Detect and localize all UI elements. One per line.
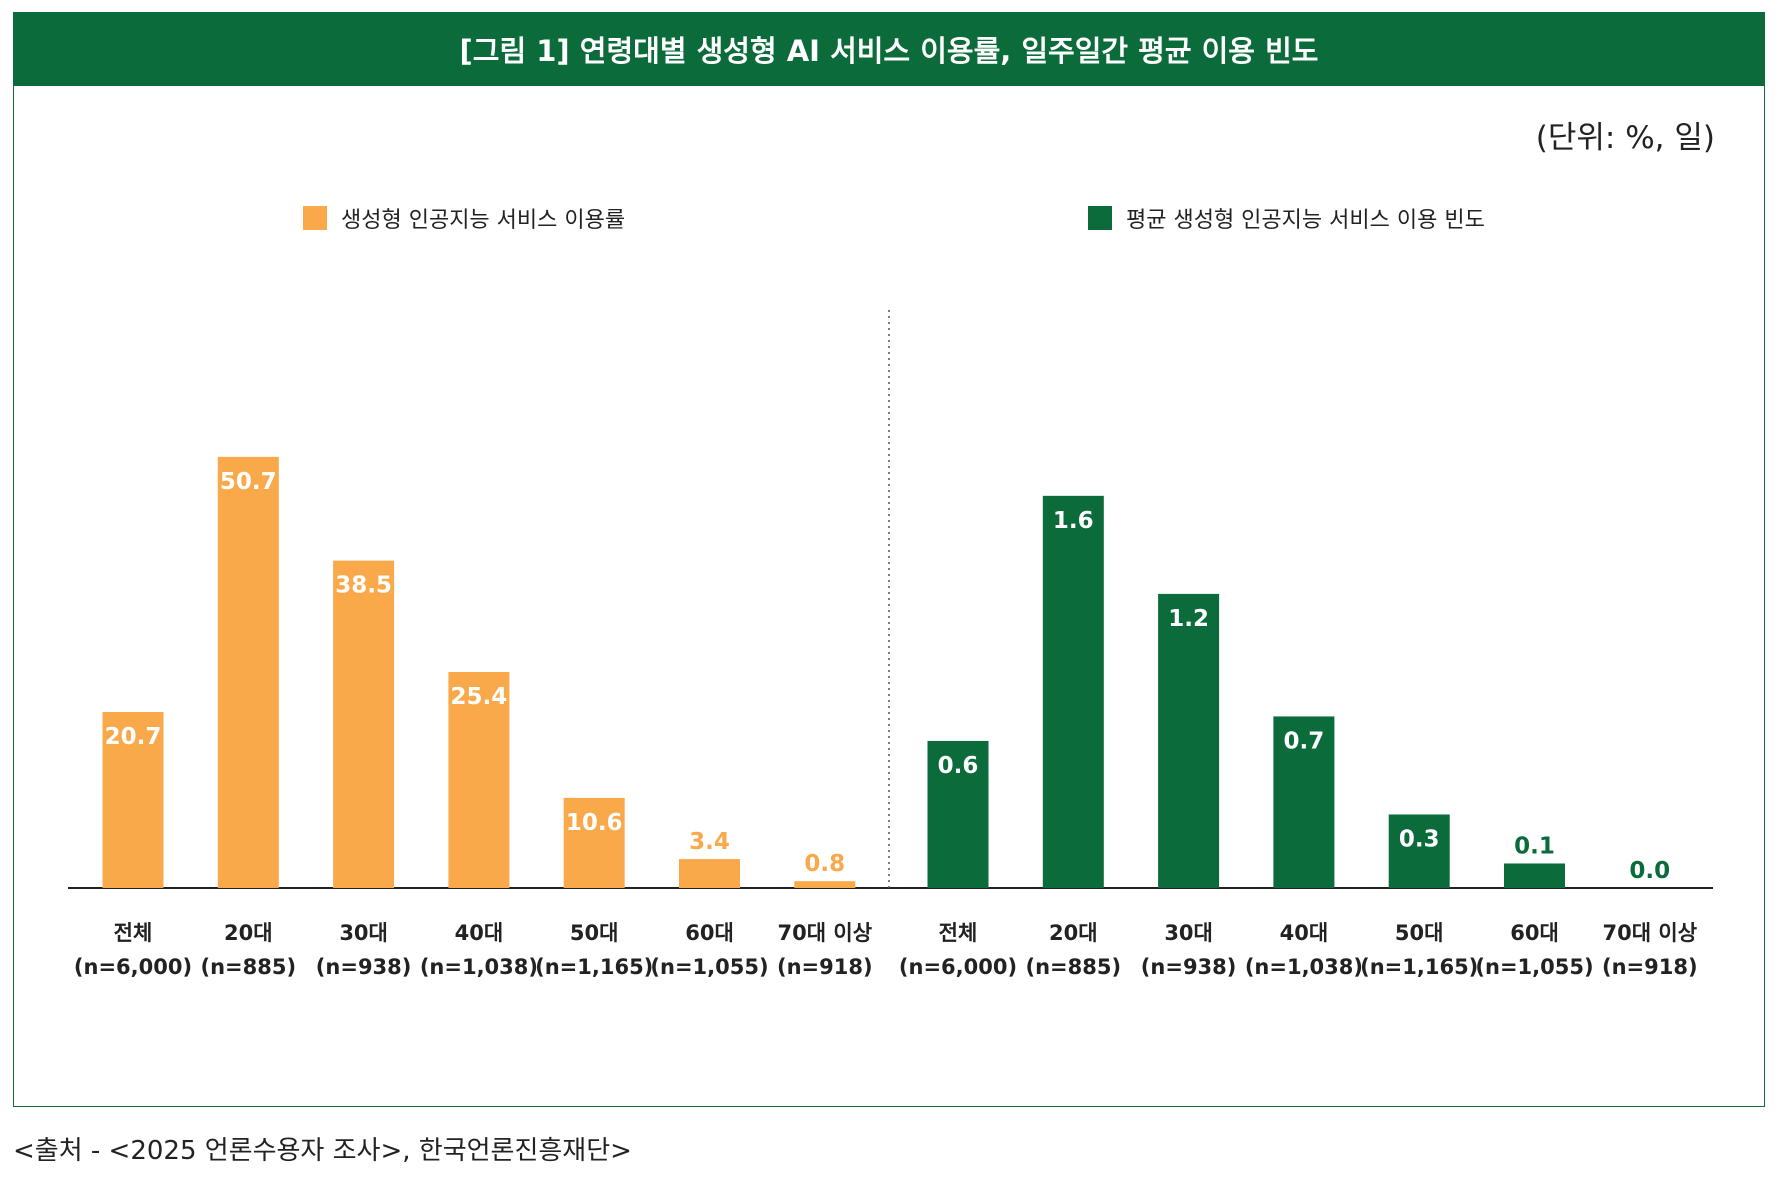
data-label: 1.6 bbox=[1053, 508, 1094, 534]
sample-size-label: (n=1,055) bbox=[650, 955, 768, 979]
sample-size-label: (n=938) bbox=[316, 955, 412, 979]
category-label: 70대 이상 bbox=[778, 921, 873, 945]
data-label: 10.6 bbox=[566, 810, 623, 836]
sample-size-label: (n=918) bbox=[1602, 955, 1698, 979]
bar bbox=[1504, 863, 1565, 888]
category-label: 40대 bbox=[455, 921, 504, 945]
category-label: 60대 bbox=[685, 921, 734, 945]
legend-swatch-orange bbox=[303, 206, 327, 230]
data-label: 20.7 bbox=[105, 724, 162, 750]
sample-size-label: (n=885) bbox=[201, 955, 297, 979]
category-label: 20대 bbox=[1049, 921, 1098, 945]
sample-size-label: (n=6,000) bbox=[74, 955, 192, 979]
legend-label: 평균 생성형 인공지능 서비스 이용 빈도 bbox=[1126, 208, 1485, 233]
legend-item-frequency: 평균 생성형 인공지능 서비스 이용 빈도 bbox=[1088, 202, 1485, 234]
data-label: 0.3 bbox=[1399, 826, 1440, 852]
category-label: 전체 bbox=[939, 921, 978, 945]
bar bbox=[794, 881, 856, 888]
category-label: 40대 bbox=[1280, 921, 1329, 945]
bar bbox=[1388, 814, 1450, 888]
sample-size-label: (n=938) bbox=[1141, 955, 1237, 979]
bar-chart: 20.7 전체 (n=6,000) 50.7 20대 (n=885) 38.5 30대 (n=9… bbox=[68, 310, 1713, 979]
data-label: 1.2 bbox=[1168, 606, 1209, 632]
bar bbox=[217, 456, 279, 888]
category-label: 60대 bbox=[1510, 921, 1559, 945]
data-label: 0.8 bbox=[804, 851, 845, 877]
category-label: 20대 bbox=[224, 921, 273, 945]
category-label: 30대 bbox=[339, 921, 388, 945]
data-label: 0.0 bbox=[1629, 858, 1670, 884]
data-label: 3.4 bbox=[689, 829, 730, 855]
bar bbox=[927, 740, 989, 888]
bar bbox=[1273, 716, 1335, 888]
bar bbox=[1042, 495, 1104, 888]
legend-item-usage-rate: 생성형 인공지능 서비스 이용률 bbox=[303, 202, 625, 234]
legend-label: 생성형 인공지능 서비스 이용률 bbox=[341, 208, 626, 233]
category-label: 30대 bbox=[1164, 921, 1213, 945]
sample-size-label: (n=1,165) bbox=[535, 955, 653, 979]
category-label: 전체 bbox=[114, 921, 153, 945]
bar bbox=[563, 797, 625, 888]
source-note: <출처 - <2025 언론수용자 조사>, 한국언론진흥재단> bbox=[13, 1136, 632, 1166]
sample-size-label: (n=918) bbox=[777, 955, 873, 979]
unit-label: (단위: %, 일) bbox=[1535, 120, 1715, 156]
sample-size-label: (n=1,038) bbox=[420, 955, 538, 979]
data-label: 38.5 bbox=[335, 573, 392, 599]
bar bbox=[448, 672, 510, 888]
data-label: 50.7 bbox=[220, 469, 277, 495]
bar bbox=[102, 711, 164, 888]
sample-size-label: (n=1,055) bbox=[1475, 955, 1593, 979]
sample-size-label: (n=6,000) bbox=[899, 955, 1017, 979]
legend-swatch-green bbox=[1088, 206, 1112, 230]
sample-size-label: (n=1,165) bbox=[1360, 955, 1478, 979]
sample-size-label: (n=885) bbox=[1026, 955, 1122, 979]
category-label: 50대 bbox=[1395, 921, 1444, 945]
category-label: 50대 bbox=[570, 921, 619, 945]
category-label: 70대 이상 bbox=[1603, 921, 1698, 945]
bar bbox=[679, 859, 740, 888]
sample-size-label: (n=1,038) bbox=[1245, 955, 1363, 979]
chart-title: [그림 1] 연령대별 생성형 AI 서비스 이용률, 일주일간 평균 이용 빈… bbox=[13, 12, 1765, 86]
data-label: 0.7 bbox=[1284, 728, 1325, 754]
data-label: 0.1 bbox=[1514, 833, 1555, 859]
bar bbox=[1158, 593, 1220, 888]
bar bbox=[333, 560, 395, 888]
data-label: 25.4 bbox=[451, 684, 508, 710]
data-label: 0.6 bbox=[938, 753, 979, 779]
